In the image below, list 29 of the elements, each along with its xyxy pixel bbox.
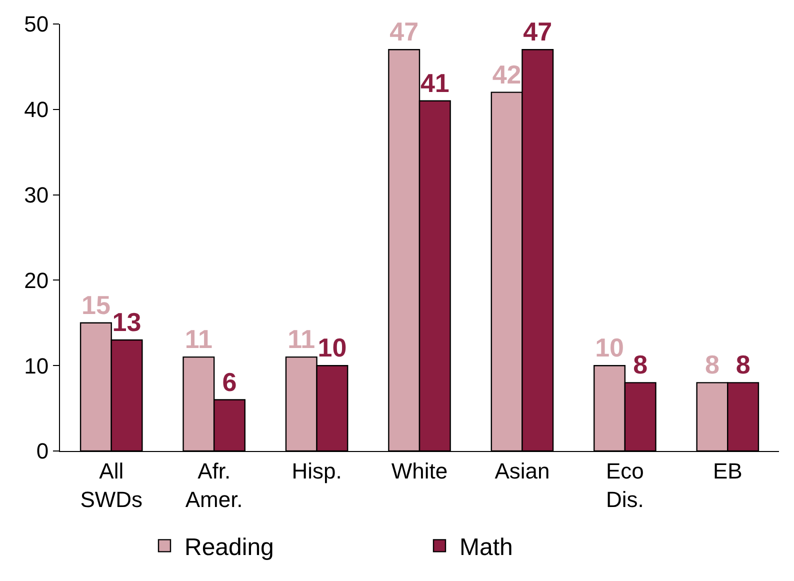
y-tick-label: 30 (24, 182, 49, 208)
data-label: 10 (318, 332, 347, 363)
x-tick-label: All SWDs (80, 458, 143, 512)
y-tick-label: 40 (24, 97, 49, 122)
x-tick-label: EB (712, 458, 742, 484)
legend-label: Reading (184, 534, 274, 562)
x-tick-label: Afr. Amer. (185, 458, 243, 512)
y-tick-label: 50 (24, 12, 49, 37)
data-label: 47 (390, 16, 419, 47)
data-label: 8 (736, 350, 750, 380)
data-label: 47 (523, 16, 552, 47)
x-tick-label: Asian (494, 458, 550, 484)
x-tick-label: White (391, 458, 448, 484)
x-tick-label: Eco Dis. (606, 458, 644, 512)
data-label: 10 (595, 332, 624, 363)
data-label: 13 (112, 306, 142, 337)
legend-label: Math (460, 534, 513, 562)
data-label: 11 (184, 324, 212, 354)
y-tick-label: 20 (24, 268, 49, 293)
data-label: 6 (222, 366, 237, 397)
y-tick-label: 10 (24, 353, 49, 378)
data-label: 8 (633, 350, 648, 380)
x-tick-label: Hisp. (292, 458, 342, 484)
data-label: 41 (420, 68, 450, 98)
data-label: 15 (81, 290, 110, 320)
data-label: 42 (492, 59, 522, 90)
data-label: 8 (705, 350, 720, 380)
y-tick-label: 0 (36, 438, 49, 464)
data-label: 11 (288, 324, 316, 354)
